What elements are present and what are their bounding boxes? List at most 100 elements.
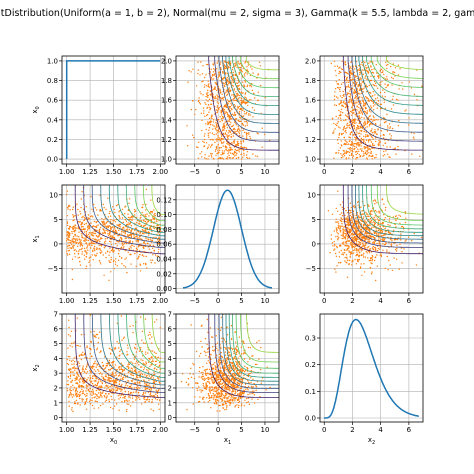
sample-point — [345, 132, 347, 134]
contour-line — [362, 185, 423, 233]
y-tick-label: 10 — [307, 191, 316, 199]
sample-point — [228, 149, 231, 152]
sample-point — [80, 243, 82, 246]
sample-point — [230, 133, 232, 135]
sample-point — [338, 114, 341, 117]
sample-point — [96, 209, 98, 211]
sample-point — [415, 264, 418, 266]
sample-point — [355, 142, 358, 145]
contour-line — [376, 185, 423, 221]
sample-point — [99, 228, 101, 230]
sample-point — [358, 85, 360, 87]
sample-point — [353, 82, 355, 85]
sample-point — [233, 89, 235, 91]
sample-point — [142, 359, 144, 362]
sample-point — [93, 247, 95, 249]
sample-point — [257, 133, 259, 135]
sample-point — [351, 217, 353, 219]
sample-point — [125, 226, 127, 228]
sample-point — [377, 119, 379, 121]
sample-point — [104, 241, 106, 243]
sample-point — [351, 219, 353, 222]
sample-point — [117, 252, 120, 255]
sample-point — [205, 158, 207, 160]
sample-point — [108, 380, 111, 382]
sample-point — [386, 85, 388, 87]
sample-point — [231, 78, 234, 81]
sample-point — [344, 71, 347, 74]
sample-point — [135, 387, 138, 389]
sample-point — [254, 97, 256, 99]
sample-point — [243, 131, 246, 134]
sample-point — [67, 355, 69, 358]
sample-point — [350, 98, 352, 100]
sample-point — [102, 391, 104, 393]
sample-point — [359, 112, 361, 114]
sample-point — [74, 256, 76, 258]
sample-point — [217, 118, 219, 121]
sample-point — [346, 223, 348, 226]
y-tick-label: 0 — [54, 414, 58, 422]
sample-point — [337, 190, 339, 192]
sample-point — [388, 218, 391, 220]
sample-point — [67, 363, 70, 366]
sample-point — [206, 92, 208, 95]
sample-point — [216, 94, 218, 96]
sample-point — [370, 220, 372, 222]
sample-point — [377, 247, 379, 250]
sample-point — [382, 144, 384, 147]
sample-point — [244, 102, 247, 105]
x-tick-label: 1.25 — [82, 426, 98, 434]
sample-point — [373, 216, 375, 219]
contour-line — [151, 185, 165, 215]
sample-point — [380, 231, 382, 233]
sample-point — [71, 208, 74, 211]
sample-point — [413, 232, 415, 235]
sample-point — [331, 242, 334, 244]
sample-point — [361, 249, 364, 251]
sample-point — [88, 217, 91, 220]
sample-point — [349, 252, 352, 254]
sample-point — [358, 132, 361, 134]
sample-point — [345, 209, 347, 212]
sample-point — [342, 230, 344, 232]
sample-point — [367, 72, 369, 74]
y-tick-label: 1.4 — [305, 116, 317, 124]
sample-point — [235, 99, 237, 102]
sample-point — [355, 101, 357, 103]
sample-point — [386, 130, 389, 132]
sample-point — [208, 144, 210, 146]
sample-point — [240, 69, 243, 72]
sample-point — [112, 390, 114, 393]
sample-point — [377, 75, 379, 77]
sample-point — [376, 107, 378, 109]
sample-point — [74, 253, 76, 255]
sample-point — [203, 135, 205, 137]
sample-point — [333, 122, 335, 125]
sample-point — [412, 136, 415, 138]
sample-point — [210, 94, 212, 96]
sample-point — [76, 379, 78, 381]
sample-point — [197, 157, 200, 159]
sample-point — [242, 100, 245, 102]
sample-point — [369, 229, 371, 231]
sample-point — [369, 236, 371, 238]
sample-point — [92, 250, 94, 253]
sample-point — [242, 135, 244, 137]
sample-point — [104, 224, 106, 226]
sample-point — [373, 241, 375, 244]
sample-point — [347, 215, 349, 217]
sample-point — [344, 238, 347, 240]
sample-point — [141, 229, 144, 231]
sample-point — [233, 95, 235, 97]
sample-point — [339, 204, 342, 206]
axis-label: x1 — [31, 235, 41, 242]
sample-point — [369, 248, 371, 250]
sample-point — [198, 141, 200, 143]
sample-point — [233, 99, 235, 102]
sample-point — [82, 365, 84, 367]
sample-point — [84, 239, 86, 241]
sample-point — [120, 237, 123, 239]
sample-point — [238, 132, 241, 135]
